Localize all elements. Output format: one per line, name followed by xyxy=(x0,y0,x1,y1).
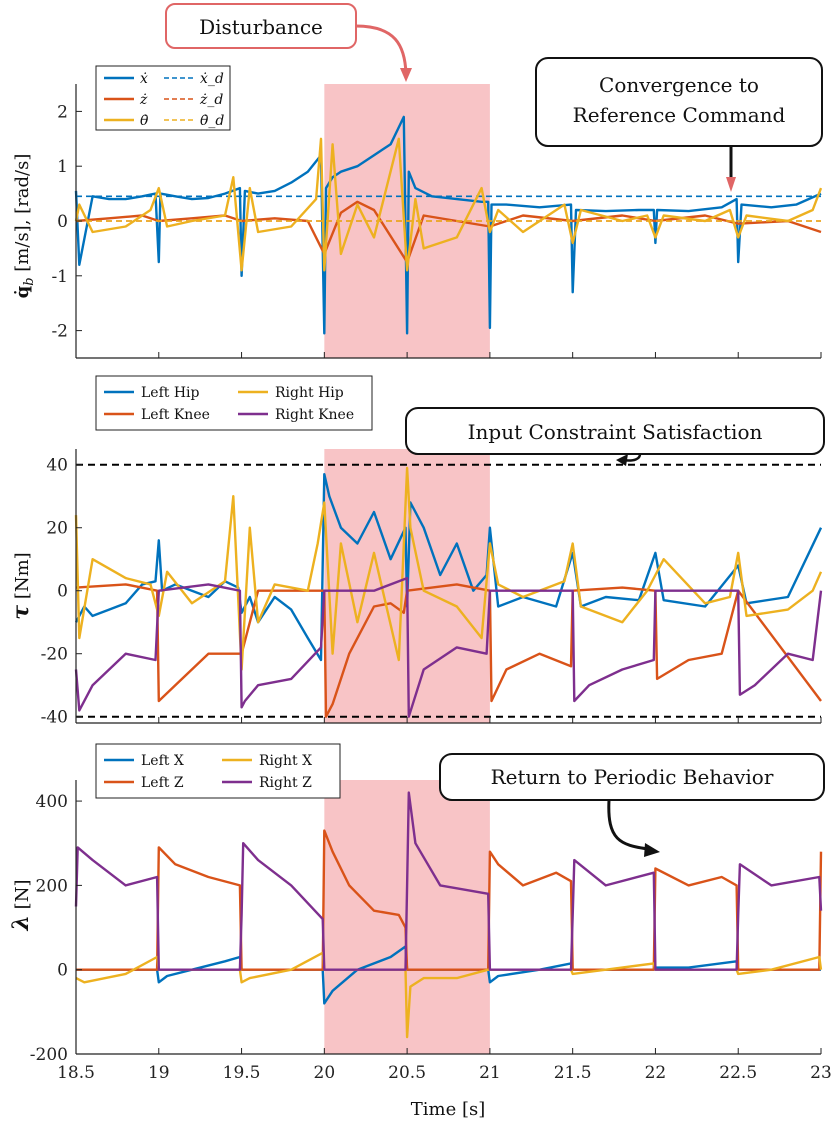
legend-left-knee: Left Knee xyxy=(141,407,210,423)
legend-xdot-d: ẋ_d xyxy=(200,71,224,87)
annotation-convergence: Convergence to Reference Command xyxy=(535,57,823,192)
series-2-right-hip xyxy=(74,466,823,671)
y-tick-label: -20 xyxy=(41,645,68,665)
ylabel-panel-2: τ [Nm] xyxy=(8,552,34,619)
panel-3: -200 0 200 400 18.5 19 19.5 20 20.5 21 21.5 22 22.5 2… xyxy=(30,780,831,1083)
series-3-left-z xyxy=(76,829,823,971)
annotation-disturbance-text: Disturbance xyxy=(199,15,323,39)
y-tick-label: 1 xyxy=(57,157,68,177)
y-tick-label: 0 xyxy=(57,961,68,981)
x-tick-label: 18.5 xyxy=(57,1063,95,1083)
svg-text:q̇b [m/s], [rad/s]: q̇b [m/s], [rad/s] xyxy=(12,154,37,299)
annotation-periodic: Return to Periodic Behavior xyxy=(439,753,825,857)
ylabel-panel-1: q̇b [m/s], [rad/s] xyxy=(12,154,37,299)
legend-right-knee: Right Knee xyxy=(275,407,354,423)
x-tick-label: 20 xyxy=(314,1063,336,1083)
x-tick-label: 22 xyxy=(645,1063,667,1083)
y-tick-label: -1 xyxy=(51,267,68,287)
legend-zdot-d: ż_d xyxy=(199,92,223,108)
x-tick-label: 19.5 xyxy=(223,1063,261,1083)
annotation-convergence-line2: Reference Command xyxy=(573,103,786,127)
x-axis-label: Time [s] xyxy=(411,1099,486,1120)
legend-panel-3: Left X Right X Left Z Right Z xyxy=(95,743,341,799)
legend-right-z: Right Z xyxy=(259,775,312,791)
x-tick-label: 20.5 xyxy=(388,1063,426,1083)
legend-panel-2: Left Hip Right Hip Left Knee Right Knee xyxy=(95,375,373,431)
x-tick-label: 23 xyxy=(810,1063,831,1083)
legend-left-x: Left X xyxy=(141,753,184,769)
y-tick-label: 0 xyxy=(57,212,68,232)
y-tick-label: -2 xyxy=(51,322,68,342)
y-tick-label: -40 xyxy=(41,708,68,728)
legend-left-hip: Left Hip xyxy=(141,385,200,401)
x-tick-label: 19 xyxy=(148,1063,170,1083)
legend-left-z: Left Z xyxy=(141,775,184,791)
x-tick-label: 21.5 xyxy=(554,1063,592,1083)
legend-right-hip: Right Hip xyxy=(275,385,344,401)
annotation-constraint-text: Input Constraint Satisfaction xyxy=(468,420,763,444)
annotation-constraint: Input Constraint Satisfaction xyxy=(405,407,825,466)
annotation-disturbance: Disturbance xyxy=(165,3,412,82)
annotation-periodic-text: Return to Periodic Behavior xyxy=(491,765,774,789)
series-3-right-z xyxy=(74,791,823,971)
legend-thetadot-d: θ̇_d xyxy=(200,113,224,129)
legend-panel-1: ẋ ẋ_d ż ż_d θ̇ θ̇_d xyxy=(95,65,231,131)
x-tick-label: 21 xyxy=(479,1063,501,1083)
series-1-- xyxy=(75,200,822,264)
y-tick-label: 0 xyxy=(57,582,68,602)
series-1-- xyxy=(74,137,823,272)
svg-text:τ [Nm]: τ [Nm] xyxy=(8,552,34,619)
y-tick-label: 20 xyxy=(46,519,68,539)
svg-text:λ [N]: λ [N] xyxy=(8,880,34,932)
y-tick-label: 400 xyxy=(36,792,68,812)
legend-right-x: Right X xyxy=(259,753,312,769)
y-tick-label: 200 xyxy=(36,876,68,896)
legend-zdot: ż xyxy=(139,92,148,108)
x-tick-label: 22.5 xyxy=(719,1063,757,1083)
annotation-convergence-line1: Convergence to xyxy=(599,73,759,97)
legend-xdot: ẋ xyxy=(140,71,148,87)
panel-2: -40 -20 0 20 40 xyxy=(41,449,823,728)
legend-thetadot: θ̇ xyxy=(140,113,149,129)
y-tick-label: -200 xyxy=(30,1045,68,1065)
panel-1: -2 -1 0 1 2 xyxy=(51,84,823,359)
y-tick-label: 40 xyxy=(46,456,68,476)
ylabel-panel-3: λ [N] xyxy=(8,880,34,932)
series-2-right-knee xyxy=(74,576,823,718)
y-tick-label: 2 xyxy=(57,102,68,122)
